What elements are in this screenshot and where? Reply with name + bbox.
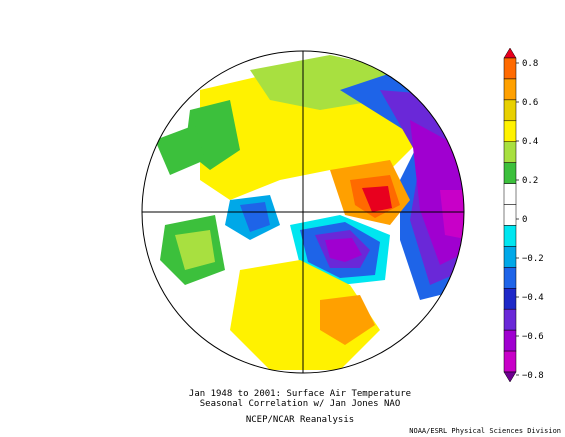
colorbar-bin xyxy=(503,288,517,310)
colorbar-tick-label: 0 xyxy=(522,215,527,225)
colorbar-bin xyxy=(503,204,517,226)
colorbar-bin xyxy=(503,329,517,352)
colorbar-bin xyxy=(503,371,517,383)
colorbar-tick-label: 0.2 xyxy=(522,176,538,186)
colorbar-bin xyxy=(503,57,517,80)
correlation-field xyxy=(142,51,464,373)
map-outline xyxy=(141,50,465,374)
colorbar-bin xyxy=(503,47,517,59)
colorbar-bin xyxy=(503,225,517,247)
colorbar-tick-label: 0.8 xyxy=(522,59,538,69)
caption-source: NCEP/NCAR Reanalysis xyxy=(245,415,355,425)
graticule xyxy=(142,51,464,373)
colorbar-tick-label: −0.4 xyxy=(522,293,544,303)
colorbar-bin xyxy=(503,99,517,122)
colorbar: 0.8 0.6 0.4 0.2 0 −0.2 −0.4 −0.6 −0.8 xyxy=(503,47,544,383)
colorbar-bin xyxy=(503,183,517,205)
colorbar-tick-label: 0.4 xyxy=(522,137,538,147)
colorbar-bin xyxy=(503,350,517,373)
colorbar-bin xyxy=(503,162,517,184)
colorbar-bin xyxy=(503,120,517,142)
colorbar-tick-label: −0.8 xyxy=(522,371,544,381)
colorbar-bin xyxy=(503,141,517,163)
caption-subtitle: Seasonal Correlation w/ Jan Jones NAO xyxy=(199,399,401,409)
colorbar-tick-label: −0.2 xyxy=(522,254,544,264)
colorbar-bin xyxy=(503,78,517,101)
colorbar-bin xyxy=(503,246,517,268)
colorbar-tick-label: 0.6 xyxy=(522,98,538,108)
credit-label: NOAA/ESRL Physical Sciences Division xyxy=(409,427,561,435)
caption-title: Jan 1948 to 2001: Surface Air Temperatur… xyxy=(188,389,412,399)
colorbar-bin xyxy=(503,267,517,289)
colorbar-tick-label: −0.6 xyxy=(522,332,544,342)
colorbar-bin xyxy=(503,308,517,331)
